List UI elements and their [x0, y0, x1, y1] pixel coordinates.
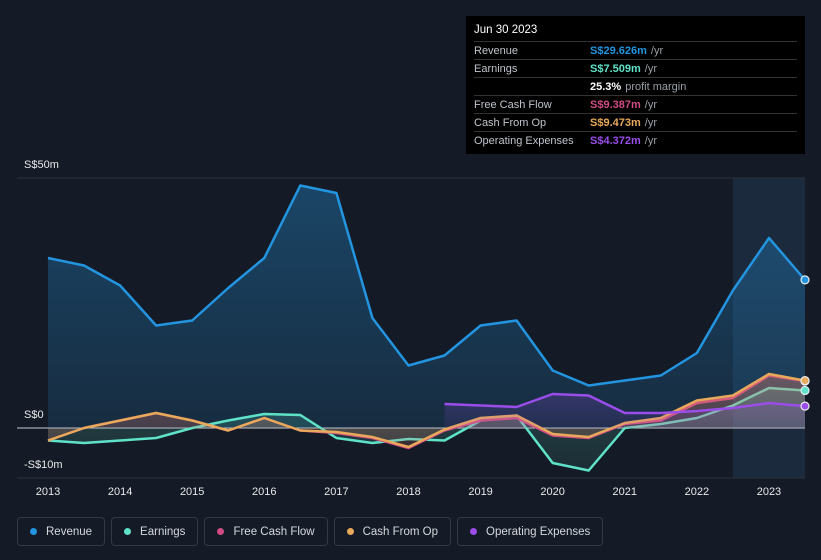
tooltip-row: Free Cash Flow S$9.387m/yr [474, 95, 797, 113]
tooltip-value: S$7.509m [590, 62, 641, 75]
tooltip-row: 25.3% profit margin [474, 77, 797, 95]
legend-dot [124, 528, 132, 535]
legend-label: Cash From Op [362, 525, 439, 538]
tooltip-label: Cash From Op [474, 116, 547, 129]
legend-dot [346, 528, 354, 535]
tooltip-row: Operating Expenses S$4.372m/yr [474, 131, 797, 149]
series-area [48, 185, 805, 428]
series-line [444, 392, 806, 415]
x-tick-label: 2023 [757, 486, 781, 498]
legend-dot [470, 528, 478, 535]
x-tick-label: 2014 [108, 486, 132, 498]
legend-label: Revenue [46, 525, 93, 538]
end-dot [800, 376, 810, 386]
tooltip-row: Cash From Op S$9.473m/yr [474, 113, 797, 131]
tooltip-unit: /yr [644, 116, 657, 129]
tooltip-unit: /yr [644, 134, 657, 147]
legend-item[interactable]: Operating Expenses [457, 517, 604, 546]
tooltip-row: Revenue S$29.626m/yr [474, 41, 797, 59]
legend-item[interactable]: Revenue [17, 517, 106, 546]
series-line [47, 184, 806, 387]
x-tick-label: 2017 [324, 486, 348, 498]
y-tick-label: -S$10m [24, 459, 63, 471]
legend-item[interactable]: Cash From Op [333, 517, 452, 546]
tooltip-unit: /yr [644, 62, 657, 75]
end-dot [800, 275, 810, 285]
legend-dot [30, 528, 37, 535]
tooltip-value: S$9.473m [590, 116, 641, 129]
chart: S$50m S$0 -S$10m 2013 2014 2015 2016 2017 2018 20… [17, 159, 810, 498]
x-tick-label: 2018 [396, 486, 420, 498]
series-line [47, 372, 806, 449]
legend-label: Free Cash Flow [233, 525, 315, 538]
series-area [444, 394, 805, 428]
series-area [48, 374, 805, 447]
tooltip-value: S$9.387m [590, 98, 641, 111]
tooltip-label: Free Cash Flow [474, 98, 552, 111]
tooltip: Jun 30 2023 Revenue S$29.626m/yr Earnings S… [466, 16, 805, 154]
legend-label: Operating Expenses [486, 525, 591, 538]
tooltip-unit: /yr [644, 98, 657, 111]
tooltip-value: S$4.372m [590, 134, 641, 147]
tooltip-date: Jun 30 2023 [474, 24, 538, 36]
legend-dot [217, 528, 225, 535]
x-tick-label: 2021 [613, 486, 637, 498]
legend: Revenue Earnings Free Cash Flow Cash From O… [17, 517, 604, 546]
tooltip-unit: /yr [650, 44, 664, 57]
legend-label: Earnings [140, 525, 186, 538]
y-tick-label: S$50m [24, 159, 59, 171]
legend-item[interactable]: Earnings [111, 517, 199, 546]
x-tick-label: 2015 [180, 486, 204, 498]
tooltip-value: S$29.626m [590, 44, 647, 57]
x-tick-label: 2019 [468, 486, 492, 498]
x-tick-label: 2020 [540, 486, 564, 498]
x-tick-label: 2022 [685, 486, 709, 498]
end-dot [800, 401, 810, 411]
tooltip-label: Earnings [474, 62, 518, 75]
end-dot [800, 385, 810, 396]
legend-item[interactable]: Free Cash Flow [204, 517, 328, 546]
x-tick-label: 2013 [36, 486, 60, 498]
y-tick-label: S$0 [24, 409, 44, 421]
tooltip-label: Operating Expenses [474, 134, 574, 147]
x-tick-label: 2016 [252, 486, 276, 498]
tooltip-row: Earnings S$7.509m/yr [474, 59, 797, 77]
margin-value: 25.3% [590, 80, 622, 93]
tooltip-label: Revenue [474, 44, 519, 57]
margin-label: profit margin [625, 80, 687, 93]
